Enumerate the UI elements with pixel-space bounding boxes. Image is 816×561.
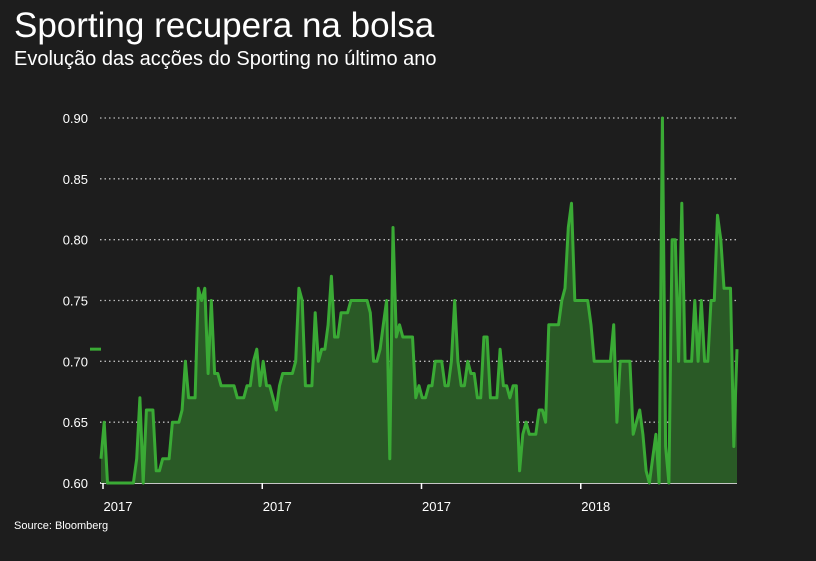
source-note: Source: Bloomberg	[14, 520, 109, 532]
x-tick-label: 2017	[422, 499, 451, 514]
y-tick-label: 0.65	[63, 415, 88, 430]
y-tick-label: 0.75	[63, 294, 88, 309]
x-tick-label: 2017	[263, 499, 292, 514]
y-tick-label: 0.80	[63, 233, 88, 248]
y-tick-label: 0.90	[63, 111, 88, 126]
chart-subtitle: Evolução das acções do Sporting no últim…	[14, 48, 437, 70]
chart-title: Sporting recupera na bolsa	[14, 6, 435, 45]
x-tick-label: 2018	[581, 499, 610, 514]
x-axis: 2017 2017 2017 2018	[102, 483, 610, 514]
plot-area	[90, 116, 739, 485]
y-tick-label: 0.60	[63, 476, 88, 491]
series-area	[101, 118, 737, 483]
y-tick-label: 0.70	[63, 354, 88, 369]
series-line	[99, 116, 739, 485]
y-axis: 0.60 0.65 0.70 0.75 0.80 0.85 0.90	[63, 111, 88, 491]
y-tick-label: 0.85	[63, 172, 88, 187]
x-tick-label: 2017	[104, 499, 133, 514]
